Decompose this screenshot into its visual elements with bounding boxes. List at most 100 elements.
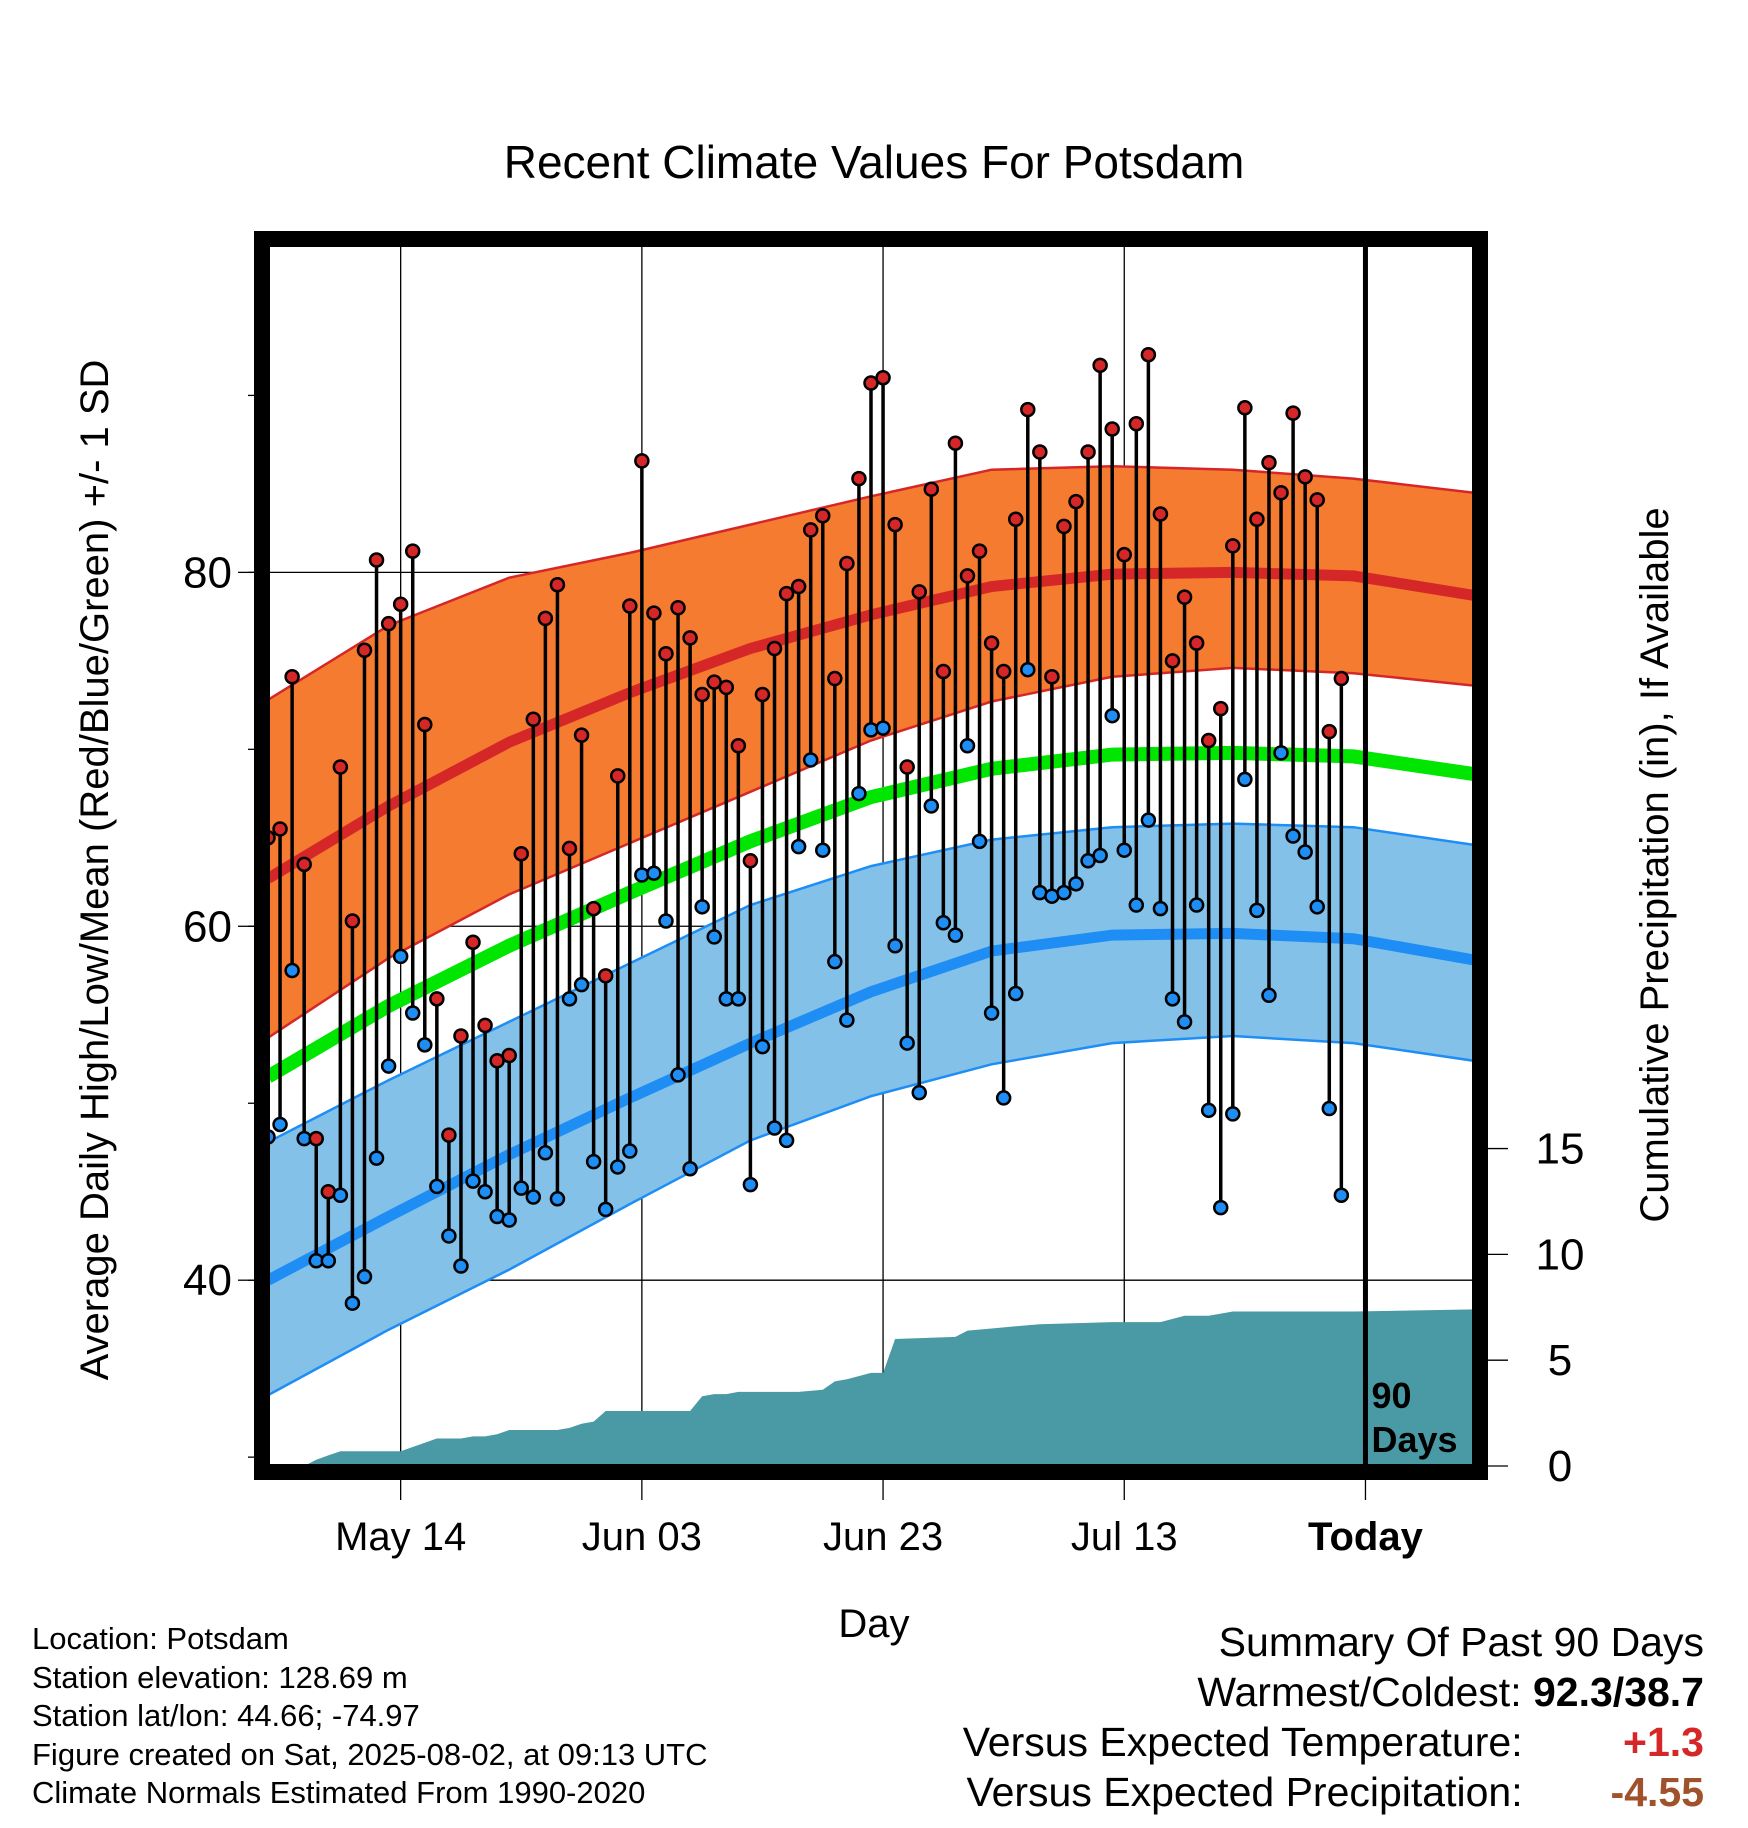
x-tick-label-1: Jun 03 xyxy=(582,1515,702,1559)
y-right-tick-label-3: 15 xyxy=(1536,1125,1585,1174)
high-point-31 xyxy=(634,453,650,469)
high-point-64 xyxy=(1032,444,1048,460)
y-right-tick-label-1: 5 xyxy=(1548,1336,1572,1385)
high-point-86 xyxy=(1297,469,1313,485)
low-point-83 xyxy=(1261,987,1277,1004)
high-point-77 xyxy=(1188,635,1205,651)
normals-text: Climate Normals Estimated From 1990-2020 xyxy=(32,1775,646,1810)
low-point-79 xyxy=(1212,1199,1229,1216)
high-point-79 xyxy=(1212,700,1229,717)
high-point-8 xyxy=(356,642,373,658)
high-point-61 xyxy=(995,663,1012,680)
high-point-56 xyxy=(935,663,952,680)
low-point-47 xyxy=(827,953,843,970)
low-point-49 xyxy=(851,785,867,802)
low-point-70 xyxy=(1104,707,1120,724)
high-point-10 xyxy=(380,615,397,632)
high-point-75 xyxy=(1164,653,1181,669)
high-point-11 xyxy=(392,596,409,612)
high-point-59 xyxy=(971,543,988,559)
low-point-53 xyxy=(899,1035,915,1051)
low-point-76 xyxy=(1176,1014,1193,1030)
low-point-85 xyxy=(1285,828,1301,844)
warm-value: 92.3/38.7 xyxy=(1533,1669,1704,1715)
high-point-57 xyxy=(947,435,964,451)
low-point-36 xyxy=(694,899,710,915)
x-axis-label: Day xyxy=(838,1602,909,1646)
low-point-74 xyxy=(1152,900,1169,917)
created-text: Figure created on Sat, 2025-08-02, at 09… xyxy=(32,1736,708,1772)
low-point-15 xyxy=(441,1228,457,1244)
high-point-39 xyxy=(730,738,747,754)
high-point-51 xyxy=(875,369,891,386)
latlon-text: Station lat/lon: 44.66; -74.97 xyxy=(32,1698,420,1733)
high-point-87 xyxy=(1309,492,1325,508)
low-point-73 xyxy=(1140,812,1157,828)
station-info: Location: Potsdam Station elevation: 128… xyxy=(32,1620,708,1813)
high-point-46 xyxy=(815,507,831,524)
high-point-83 xyxy=(1261,454,1277,471)
low-point-59 xyxy=(971,833,988,850)
precip-area xyxy=(268,1309,1474,1466)
low-point-42 xyxy=(766,1120,783,1136)
low-point-26 xyxy=(573,976,590,993)
high-point-33 xyxy=(658,646,674,662)
low-point-13 xyxy=(417,1037,433,1053)
low-point-37 xyxy=(706,929,722,945)
low-point-84 xyxy=(1273,745,1289,761)
high-point-41 xyxy=(754,686,771,703)
low-point-16 xyxy=(453,1258,469,1274)
summary-warm-row: Warmest/Coldest: 92.3/38.7 xyxy=(963,1667,1704,1717)
low-point-81 xyxy=(1237,771,1253,788)
y-left-tick-label-1: 60 xyxy=(183,902,232,951)
low-point-1 xyxy=(272,1116,288,1133)
high-point-78 xyxy=(1200,732,1217,749)
low-point-14 xyxy=(429,1178,445,1195)
high-point-24 xyxy=(549,577,566,593)
low-point-32 xyxy=(646,865,662,881)
low-point-67 xyxy=(1068,876,1084,892)
high-point-13 xyxy=(417,716,433,733)
high-point-70 xyxy=(1104,421,1120,437)
high-point-14 xyxy=(429,991,445,1007)
low-point-27 xyxy=(585,1153,602,1170)
y-axis-label-right: Cumulative Precipitation (in), If Availa… xyxy=(1633,507,1677,1222)
low-point-52 xyxy=(887,937,903,954)
y-left-tick-label-2: 80 xyxy=(183,548,232,597)
low-point-5 xyxy=(320,1252,337,1269)
summary-panel: Summary Of Past 90 Days Warmest/Coldest:… xyxy=(963,1617,1704,1817)
high-point-68 xyxy=(1080,444,1096,460)
low-point-22 xyxy=(525,1189,542,1205)
low-point-58 xyxy=(959,738,976,754)
low-point-55 xyxy=(923,798,940,814)
high-point-58 xyxy=(959,568,976,584)
low-point-43 xyxy=(778,1132,795,1149)
elevation-text: Station elevation: 128.69 m xyxy=(32,1659,408,1695)
plot-frame xyxy=(254,231,1488,1480)
high-point-81 xyxy=(1237,400,1253,416)
x-tick-label-4: Today xyxy=(1308,1515,1424,1559)
low-point-29 xyxy=(609,1159,626,1175)
high-point-62 xyxy=(1007,511,1024,528)
high-point-69 xyxy=(1092,357,1108,374)
low-point-82 xyxy=(1249,902,1265,919)
high-point-12 xyxy=(404,543,421,559)
low-point-24 xyxy=(549,1191,566,1207)
high-point-18 xyxy=(477,1017,493,1034)
mean-normal-line xyxy=(268,745,1474,1083)
summary-temp-row: Versus Expected Temperature: +1.3 xyxy=(963,1717,1704,1767)
high-point-89 xyxy=(1333,670,1350,687)
high-point-53 xyxy=(899,759,915,775)
low-point-34 xyxy=(670,1067,686,1083)
high-point-47 xyxy=(827,670,843,687)
high-point-1 xyxy=(272,821,288,837)
high-point-71 xyxy=(1116,546,1133,563)
high-point-82 xyxy=(1249,511,1265,528)
high-point-63 xyxy=(1020,401,1036,418)
high-point-48 xyxy=(839,555,855,572)
high-point-15 xyxy=(441,1127,457,1143)
high-sd-band xyxy=(268,464,1474,1040)
high-point-7 xyxy=(344,913,361,929)
high-point-67 xyxy=(1068,493,1084,510)
